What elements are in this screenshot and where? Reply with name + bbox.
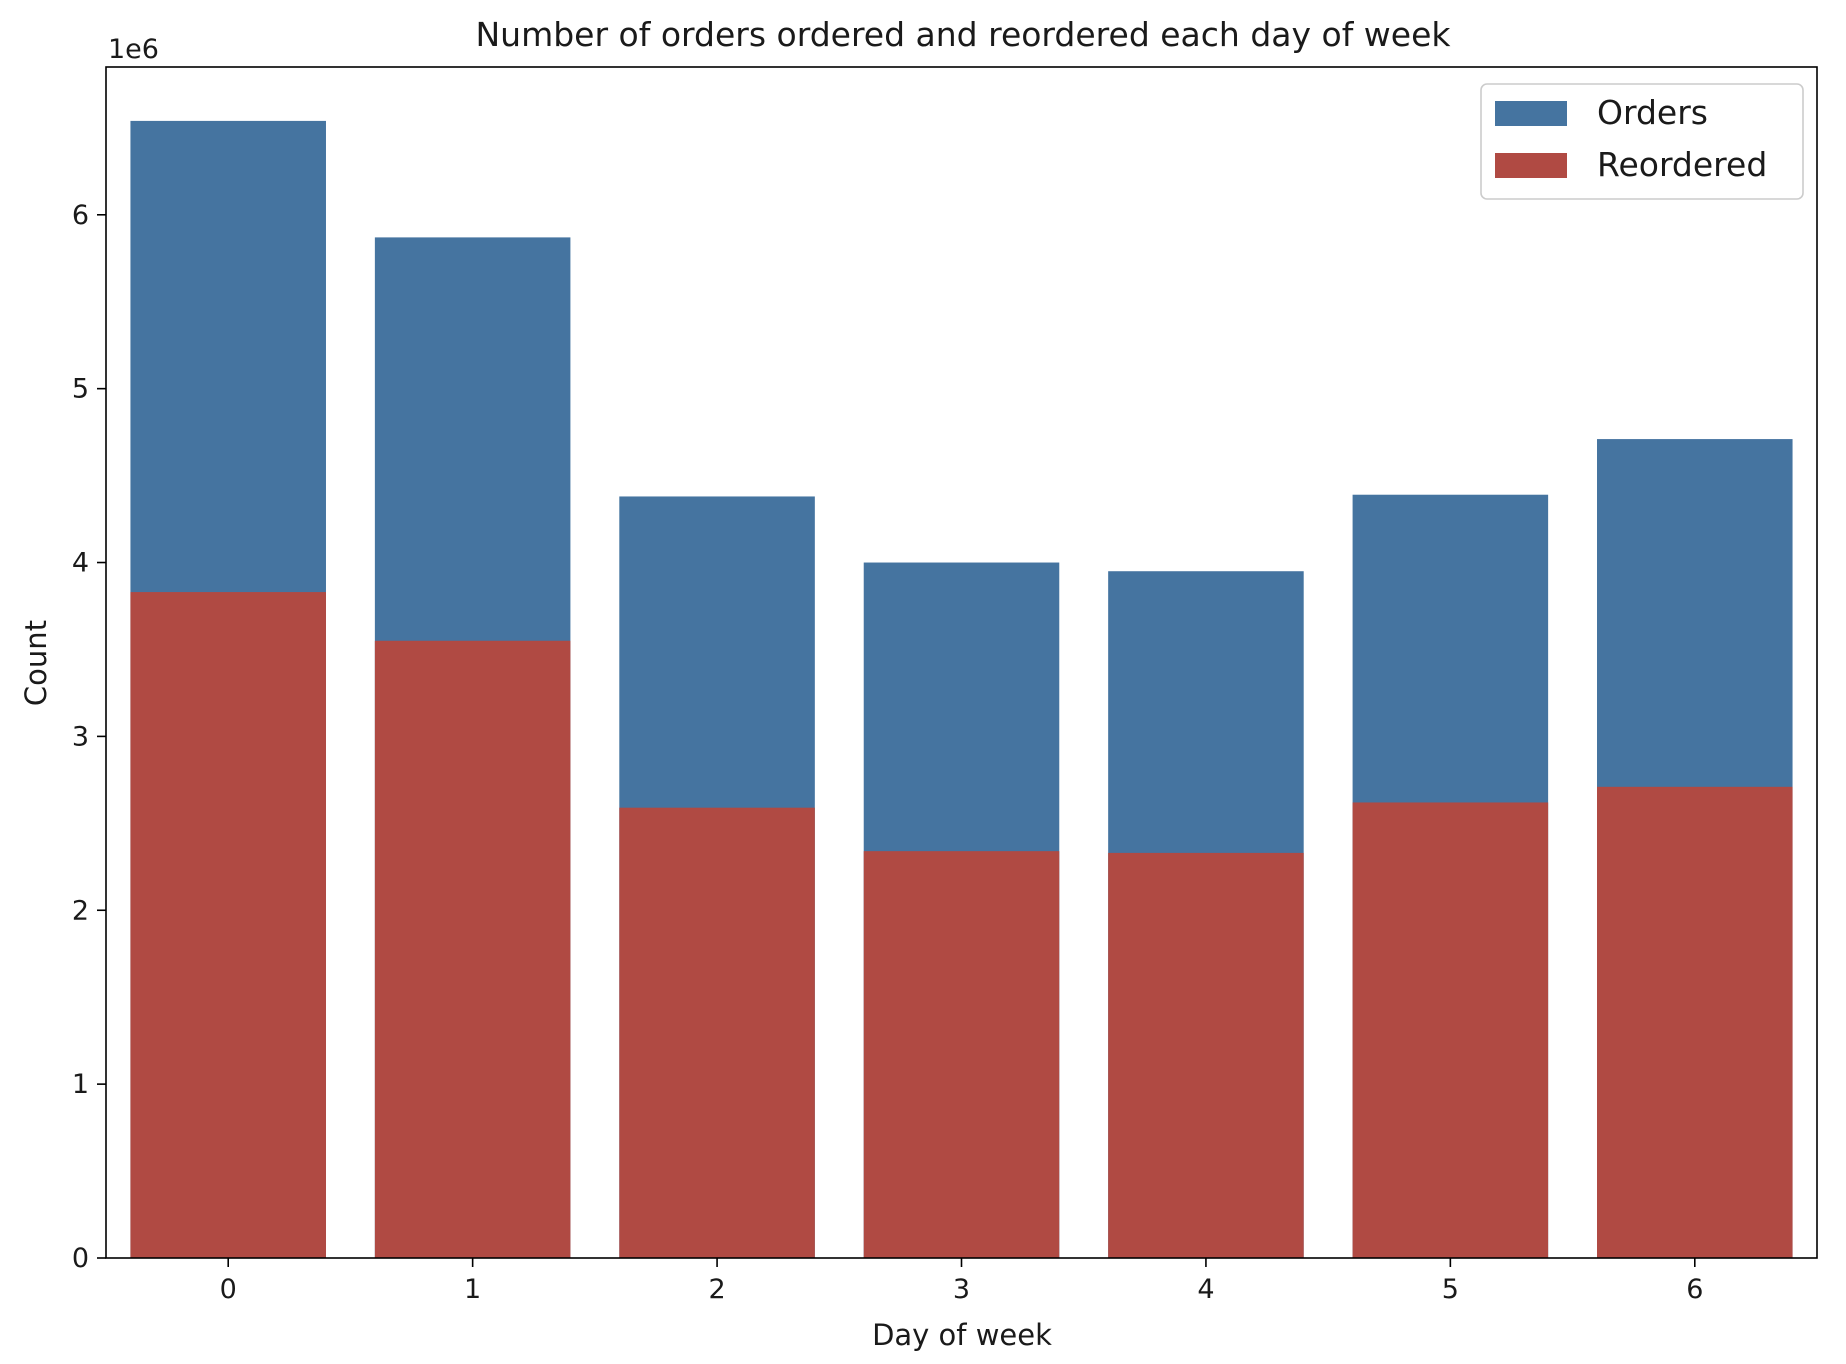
x-axis-ticks: 0 1 2 3 4 5 6 xyxy=(220,1258,1703,1305)
x-tick-label: 3 xyxy=(953,1274,970,1305)
legend-swatch-orders xyxy=(1495,101,1567,126)
y-tick-label: 2 xyxy=(72,895,89,926)
bar-reordered-1 xyxy=(374,640,571,1258)
bar-reordered-5 xyxy=(1352,802,1549,1258)
bar-reordered-4 xyxy=(1108,852,1304,1258)
y-tick-label: 0 xyxy=(72,1243,89,1274)
x-tick-label: 4 xyxy=(1197,1274,1214,1305)
bar-reordered-0 xyxy=(130,592,326,1258)
y-axis-label: Count xyxy=(19,620,53,706)
y-tick-label: 5 xyxy=(72,374,89,405)
y-tick-label: 1 xyxy=(72,1069,89,1100)
y-tick-label: 4 xyxy=(72,548,89,579)
legend-label-orders: Orders xyxy=(1597,93,1708,132)
x-tick-label: 1 xyxy=(464,1274,481,1305)
bar-reordered-3 xyxy=(863,851,1060,1258)
y-offset-label: 1e6 xyxy=(108,34,159,65)
y-tick-label: 6 xyxy=(72,200,89,231)
chart-title: Number of orders ordered and reordered e… xyxy=(475,15,1451,54)
y-tick-label: 3 xyxy=(72,721,89,752)
legend-label-reordered: Reordered xyxy=(1597,145,1767,184)
bar-reordered-2 xyxy=(619,807,815,1258)
legend: Orders Reordered xyxy=(1480,83,1804,200)
x-tick-label: 2 xyxy=(708,1274,725,1305)
x-tick-label: 6 xyxy=(1686,1274,1703,1305)
plot-area-frame xyxy=(105,66,1818,1259)
y-axis-ticks: 0 1 2 3 4 5 6 xyxy=(72,200,106,1274)
x-tick-label: 5 xyxy=(1442,1274,1459,1305)
legend-swatch-reordered xyxy=(1495,153,1567,178)
x-tick-label: 0 xyxy=(220,1274,237,1305)
bars-group xyxy=(130,120,1793,1259)
bar-reordered-6 xyxy=(1597,786,1793,1258)
x-axis-label: Day of week xyxy=(872,1318,1052,1352)
